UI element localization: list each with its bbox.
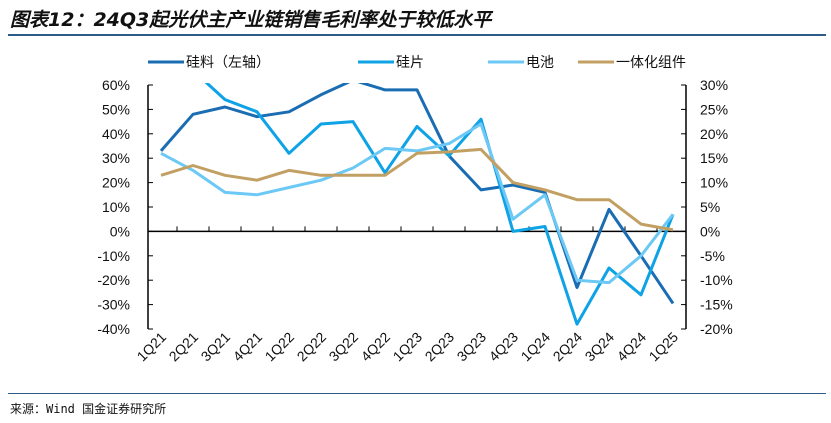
x-axis-tick-label: 2Q23 — [422, 329, 458, 365]
left-axis-tick-label: 40% — [102, 126, 130, 142]
left-axis-tick-label: 50% — [102, 101, 130, 117]
series-line-1 — [159, 83, 675, 305]
source-divider — [8, 393, 826, 394]
right-axis-tick-label: -20% — [700, 321, 733, 337]
x-axis-tick-label: 2Q24 — [550, 329, 586, 365]
left-axis-tick-label: -10% — [97, 248, 130, 264]
legend-label-1: 硅料（左轴） — [186, 54, 270, 70]
chart-title: 图表12：24Q3起光伏主产业链销售毛利率处于较低水平 — [10, 9, 492, 31]
left-axis-tick-label: -40% — [97, 321, 130, 337]
x-axis-tick-label: 1Q25 — [646, 329, 682, 365]
left-axis-tick-label: 30% — [102, 150, 130, 166]
x-axis-tick-label: 3Q22 — [326, 329, 362, 365]
right-axis-tick-label: -5% — [700, 248, 725, 264]
x-axis-tick-label: 1Q24 — [518, 329, 554, 365]
title-divider — [8, 34, 826, 36]
right-axis-tick-label: 20% — [700, 126, 728, 142]
legend-label-3: 电池 — [526, 54, 554, 70]
x-axis-tick-label: 4Q24 — [614, 329, 650, 365]
x-axis-tick-label: 3Q21 — [198, 329, 234, 365]
x-axis-tick-label: 3Q23 — [454, 329, 490, 365]
series-line-2 — [204, 83, 675, 326]
right-axis-tick-label: 25% — [700, 101, 728, 117]
right-axis-tick-label: 5% — [700, 199, 720, 215]
left-axis-tick-label: 10% — [102, 199, 130, 215]
x-axis-tick-label: 2Q21 — [166, 329, 202, 365]
series-line-4 — [160, 147, 674, 232]
right-axis-tick-label: 0% — [700, 223, 720, 239]
right-axis-tick-label: 15% — [700, 150, 728, 166]
x-axis-tick-label: 4Q23 — [486, 329, 522, 365]
x-axis-tick-label: 3Q24 — [582, 329, 618, 365]
left-axis-tick-label: -30% — [97, 297, 130, 313]
legend-label-4: 一体化组件 — [616, 54, 686, 70]
right-axis-tick-label: -10% — [700, 272, 733, 288]
left-axis-tick-label: 0% — [110, 223, 130, 239]
left-axis-tick-label: -20% — [97, 272, 130, 288]
right-axis-tick-label: 30% — [700, 77, 728, 93]
x-axis-tick-label: 4Q21 — [230, 329, 266, 365]
x-axis-tick-label: 1Q21 — [134, 329, 170, 365]
right-axis-tick-label: -15% — [700, 297, 733, 313]
left-axis-tick-label: 20% — [102, 175, 130, 191]
right-axis-tick-label: 10% — [700, 175, 728, 191]
legend-label-2: 硅片 — [396, 54, 424, 70]
left-axis-tick-label: 60% — [102, 77, 130, 93]
x-axis-tick-label: 1Q23 — [390, 329, 426, 365]
x-axis-tick-label: 1Q22 — [262, 329, 298, 365]
series-line-3 — [160, 122, 675, 285]
x-axis-tick-label: 4Q22 — [358, 329, 394, 365]
source-note: 来源：Wind 国金证券研究所 — [10, 402, 167, 416]
x-axis-tick-label: 2Q22 — [294, 329, 330, 365]
